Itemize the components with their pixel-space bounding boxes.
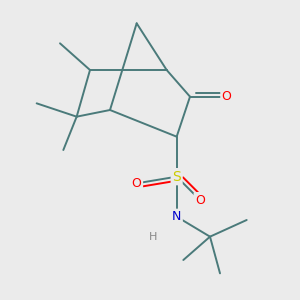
Text: O: O (195, 194, 205, 206)
Text: N: N (172, 210, 182, 223)
Text: H: H (149, 232, 158, 242)
Text: O: O (222, 90, 232, 103)
Text: S: S (172, 170, 181, 184)
Text: O: O (132, 177, 142, 190)
